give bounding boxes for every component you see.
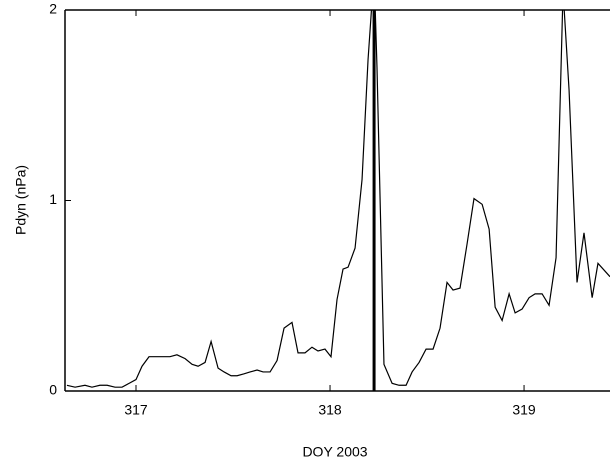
x-tick-label: 318 — [318, 402, 342, 418]
x-axis-label: DOY 2003 — [302, 444, 367, 460]
data-line — [66, 10, 610, 388]
y-tick-label: 0 — [49, 382, 57, 398]
y-tick-label: 1 — [49, 191, 57, 207]
x-tick-label: 317 — [124, 402, 148, 418]
y-tick-label: 2 — [49, 1, 57, 17]
x-tick-label: 319 — [512, 402, 536, 418]
y-axis-label: Pdyn (nPa) — [13, 165, 29, 235]
